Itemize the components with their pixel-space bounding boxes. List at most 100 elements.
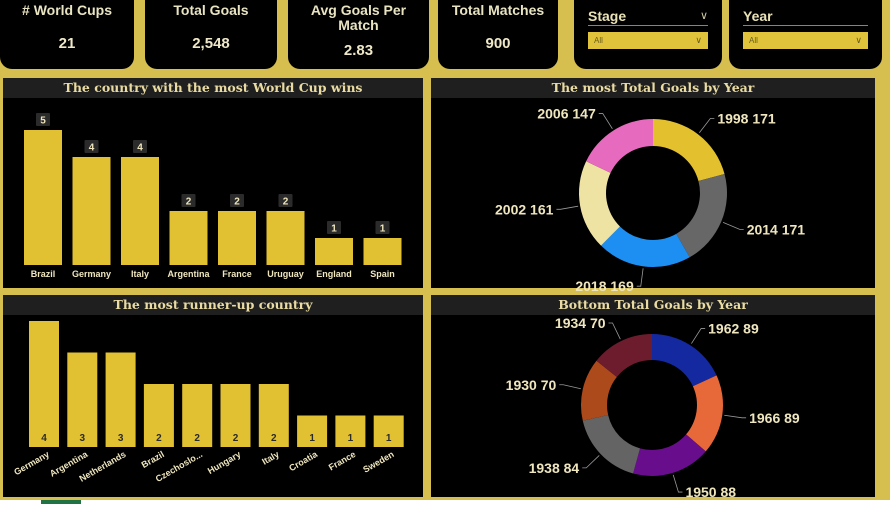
kpi-value: 2.83: [343, 42, 374, 59]
leader-line: [582, 455, 600, 469]
data-label: 1: [386, 433, 392, 444]
year-dropdown-value: All: [749, 36, 758, 45]
donut-slice[interactable]: [652, 334, 717, 387]
slice-label: 2014 171: [747, 221, 806, 237]
data-label: 1: [309, 433, 315, 444]
chart-title: The country with the most World Cup wins: [3, 78, 423, 98]
slicer-title: Year: [743, 8, 773, 24]
data-label: 1: [348, 433, 354, 444]
data-label: 3: [80, 433, 86, 444]
bar[interactable]: [121, 157, 159, 265]
kpi-label: Total Matches: [451, 2, 545, 18]
donut-slice[interactable]: [676, 174, 727, 258]
slice-label: 2006 147: [537, 106, 596, 122]
bar[interactable]: [169, 211, 208, 265]
chart-title: The most runner-up country: [3, 295, 423, 315]
data-label: 4: [41, 433, 47, 444]
chart-title: Bottom Total Goals by Year: [431, 295, 875, 315]
category-label: Germany: [12, 449, 51, 477]
slicer-title: Stage: [588, 8, 627, 24]
bar[interactable]: [220, 384, 251, 447]
wins-bar-chart: 5 Brazil 4 Germany 4 Italy 2 Argentina 2 France 2 U…: [24, 113, 402, 279]
donut-slice[interactable]: [579, 161, 620, 246]
data-label: 2: [194, 433, 200, 444]
page-tab[interactable]: [41, 500, 81, 504]
data-label-badge: [36, 113, 50, 126]
runner-up-bar-chart: 4Germany3Argentina3Netherlands2Brazil2Cz…: [12, 321, 404, 484]
leader-line: [724, 414, 747, 419]
kpi-world-cups: # World Cups 21: [0, 0, 134, 69]
stage-dropdown-value: All: [594, 36, 603, 45]
bar[interactable]: [315, 238, 353, 265]
category-label: Italy: [260, 449, 281, 467]
data-label: 3: [118, 433, 124, 444]
kpi-total-matches: Total Matches 900: [438, 0, 558, 69]
category-label: Brazil: [31, 269, 56, 279]
data-label: 1: [331, 224, 337, 235]
leader-line: [559, 384, 581, 390]
bar[interactable]: [335, 415, 366, 448]
category-label: Uruguay: [267, 269, 304, 279]
data-label-badge: [375, 221, 390, 234]
slice-label: 1938 84: [529, 460, 580, 476]
bar[interactable]: [363, 238, 402, 265]
category-label: Croatia: [287, 449, 320, 474]
category-label: France: [222, 269, 252, 279]
data-label: 5: [40, 116, 46, 127]
donut-slice[interactable]: [633, 434, 706, 476]
kpi-total-goals: Total Goals 2,548: [145, 0, 277, 69]
stage-dropdown[interactable]: All ∨: [588, 32, 708, 49]
chevron-down-icon[interactable]: ∨: [699, 10, 708, 22]
kpi-value: 900: [485, 35, 511, 52]
bar[interactable]: [72, 157, 111, 265]
data-label: 2: [156, 433, 162, 444]
bar[interactable]: [24, 130, 62, 265]
slice-label: 1998 171: [717, 111, 776, 127]
category-label: Argentina: [167, 269, 210, 279]
divider: [588, 25, 708, 26]
chart-title: The most Total Goals by Year: [431, 78, 875, 98]
bar[interactable]: [258, 384, 289, 447]
year-slicer: Year All ∨: [729, 0, 882, 69]
bar[interactable]: [373, 415, 404, 448]
data-label: 2: [186, 197, 192, 208]
donut-slice[interactable]: [653, 119, 725, 181]
bar[interactable]: [143, 384, 174, 447]
leader-line: [608, 322, 621, 340]
kpi-avg-goals: Avg Goals Per Match 2.83: [288, 0, 429, 69]
donut-slice[interactable]: [581, 360, 617, 421]
bar[interactable]: [218, 211, 256, 265]
year-dropdown[interactable]: All ∨: [743, 32, 868, 49]
bottom-goals-donut-chart: 1962 89 1966 89 1950 88 1938 84 1930 70 1934 …: [506, 315, 800, 500]
leader-line: [636, 268, 644, 287]
slice-label: 1934 70: [555, 315, 606, 331]
donut-slice[interactable]: [596, 334, 652, 377]
slice-label: 1962 89: [708, 320, 759, 336]
slice-label: 2002 161: [495, 201, 554, 217]
bottom-goals-chart-panel: Bottom Total Goals by Year 1962 89 1966 8…: [431, 295, 875, 500]
chevron-down-icon: ∨: [695, 35, 702, 45]
kpi-value: 21: [58, 35, 76, 52]
leader-line: [699, 118, 715, 134]
bar[interactable]: [67, 352, 98, 448]
top-goals-donut-chart: 1998 171 2014 171 2018 169 2002 161 2006 147: [495, 106, 806, 295]
donut-slice[interactable]: [582, 415, 641, 474]
runner-up-chart-panel: The most runner-up country 4 Germany 3 Arge…: [3, 295, 423, 497]
donut-slice[interactable]: [586, 119, 653, 173]
donut-slice[interactable]: [686, 375, 723, 452]
top-goals-chart-panel: The most Total Goals by Year 1998 171 201…: [431, 78, 875, 295]
category-label: Germany: [72, 269, 111, 279]
chevron-down-icon: ∨: [855, 35, 862, 45]
bar[interactable]: [29, 321, 59, 447]
donut-slice[interactable]: [601, 226, 690, 267]
data-label: 2: [271, 433, 277, 444]
data-label: 2: [283, 197, 289, 208]
bar[interactable]: [266, 211, 305, 265]
bar[interactable]: [182, 384, 213, 447]
bar[interactable]: [105, 352, 136, 448]
data-label-badge: [327, 221, 341, 234]
data-label: 2: [233, 433, 239, 444]
kpi-label: Total Goals: [173, 2, 249, 18]
category-label: England: [316, 269, 352, 279]
bar[interactable]: [297, 415, 328, 448]
